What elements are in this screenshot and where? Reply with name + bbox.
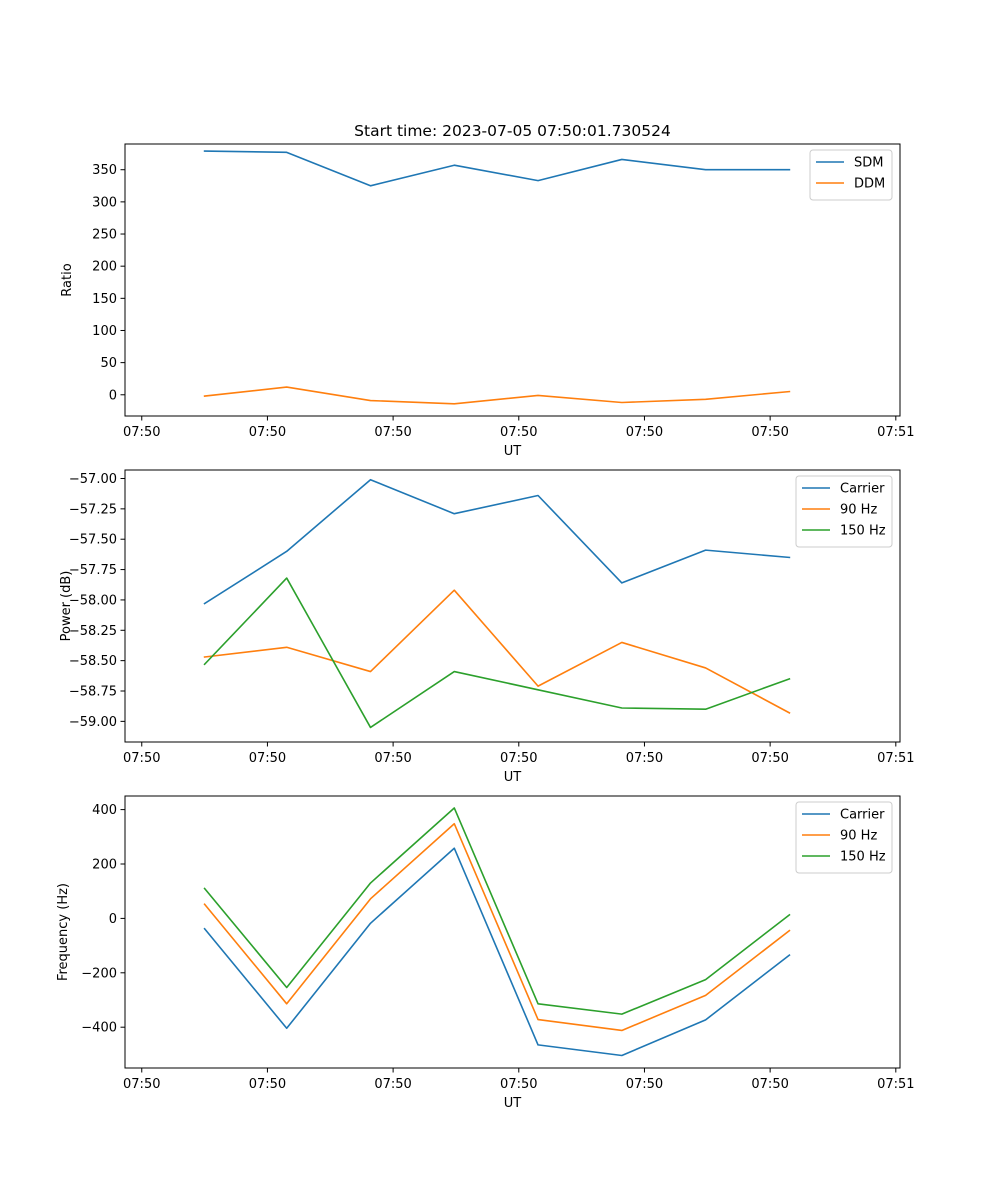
chart2-legend-label: 150 Hz — [840, 850, 886, 865]
chart2-series-line-150-hz — [203, 807, 791, 1015]
chart0-x-tick-label: 07:51 — [877, 425, 914, 440]
chart1-y-tick-label: −57.75 — [69, 563, 117, 578]
chart1-x-axis-label: UT — [504, 770, 522, 785]
chart0-y-axis-label: Ratio — [60, 263, 75, 296]
power-plot: 07:50 07:50 07:50 07:50 07:50 07:50 07:51 −59.0… — [59, 469, 915, 785]
chart0-x-tick-label: 07:50 — [374, 425, 411, 440]
chart0-x-tick-label: 07:50 — [123, 425, 160, 440]
chart2-legend-label: 90 Hz — [840, 829, 877, 844]
chart2-x-tick-label: 07:50 — [751, 1077, 788, 1092]
chart1-y-tick-label: −58.00 — [69, 593, 117, 608]
chart1-legend-label: 150 Hz — [840, 524, 886, 539]
chart1-x-tick-label: 07:50 — [374, 751, 411, 766]
chart0-x-tick-label: 07:50 — [249, 425, 286, 440]
chart1-y-tick-label: −58.25 — [69, 624, 117, 639]
chart0-axes-frame — [124, 143, 901, 417]
chart2-series-line-carrier — [203, 847, 791, 1057]
chart1-x-tick-label: 07:50 — [249, 751, 286, 766]
chart0-y-tick-label: 350 — [92, 163, 117, 178]
chart1-y-tick-label: −59.00 — [69, 715, 117, 730]
chart2-x-tick-label: 07:50 — [626, 1077, 663, 1092]
chart0-x-tick-label: 07:50 — [751, 425, 788, 440]
chart1-axes-frame — [124, 469, 901, 743]
chart2-series-line-90-hz — [203, 822, 791, 1032]
chart1-x-tick-label: 07:50 — [123, 751, 160, 766]
chart1-series-line-90-hz — [203, 589, 791, 714]
chart2-axes-frame — [124, 795, 901, 1069]
chart1-y-tick-label: −57.00 — [69, 472, 117, 487]
chart1-y-tick-label: −57.25 — [69, 502, 117, 517]
chart2-y-tick-label: 400 — [92, 803, 117, 818]
chart1-legend: Carrier 90 Hz 150 Hz — [795, 475, 893, 548]
chart1-series-line-carrier — [203, 478, 791, 605]
frequency-plot: 07:50 07:50 07:50 07:50 07:50 07:50 07:51 −400 −… — [56, 795, 915, 1111]
chart0-series-line-sdm — [203, 150, 791, 187]
chart0-y-tick-label: 300 — [92, 195, 117, 210]
chart2-x-tick-label: 07:50 — [249, 1077, 286, 1092]
chart2-y-tick-label: −200 — [81, 966, 117, 981]
chart0-series-line-ddm — [203, 386, 791, 405]
chart2-x-tick-label: 07:50 — [123, 1077, 160, 1092]
chart2-x-tick-label: 07:50 — [374, 1077, 411, 1092]
chart1-x-tick-label: 07:50 — [500, 751, 537, 766]
chart1-x-tick-label: 07:50 — [626, 751, 663, 766]
chart2-legend-label: Carrier — [840, 808, 885, 823]
chart0-y-tick-label: 50 — [100, 356, 117, 371]
chart1-x-tick-label: 07:51 — [877, 751, 914, 766]
chart0-y-tick-label: 150 — [92, 292, 117, 307]
chart0-x-tick-label: 07:50 — [500, 425, 537, 440]
chart2-y-tick-label: 200 — [92, 858, 117, 873]
ratio-plot: 07:50 07:50 07:50 07:50 07:50 07:50 07:51 0 50 10… — [60, 143, 915, 459]
figure-title: Start time: 2023-07-05 07:50:01.730524 — [354, 122, 671, 140]
chart0-y-tick-label: 0 — [109, 388, 117, 403]
chart2-x-axis-label: UT — [504, 1096, 522, 1111]
chart1-legend-label: 90 Hz — [840, 503, 877, 518]
chart1-y-tick-label: −58.75 — [69, 685, 117, 700]
chart2-y-tick-label: −400 — [81, 1021, 117, 1036]
chart1-legend-label: Carrier — [840, 482, 885, 497]
chart2-legend: Carrier 90 Hz 150 Hz — [795, 801, 893, 874]
chart0-y-tick-label: 250 — [92, 228, 117, 243]
chart0-legend: SDM DDM — [809, 149, 893, 201]
chart0-x-tick-label: 07:50 — [626, 425, 663, 440]
chart1-y-axis-label: Power (dB) — [59, 571, 74, 642]
chart1-y-tick-label: −57.50 — [69, 533, 117, 548]
chart1-x-tick-label: 07:50 — [751, 751, 788, 766]
chart2-y-axis-label: Frequency (Hz) — [56, 883, 71, 981]
chart1-y-tick-label: −58.50 — [69, 654, 117, 669]
chart2-y-tick-label: 0 — [109, 912, 117, 927]
chart0-y-tick-label: 100 — [92, 324, 117, 339]
chart0-x-axis-label: UT — [504, 444, 522, 459]
chart0-y-tick-label: 200 — [92, 260, 117, 275]
chart1-series-line-150-hz — [203, 577, 791, 729]
chart0-legend-label: SDM — [854, 156, 883, 171]
chart2-x-tick-label: 07:50 — [500, 1077, 537, 1092]
chart0-legend-label: DDM — [854, 177, 885, 192]
chart2-x-tick-label: 07:51 — [877, 1077, 914, 1092]
